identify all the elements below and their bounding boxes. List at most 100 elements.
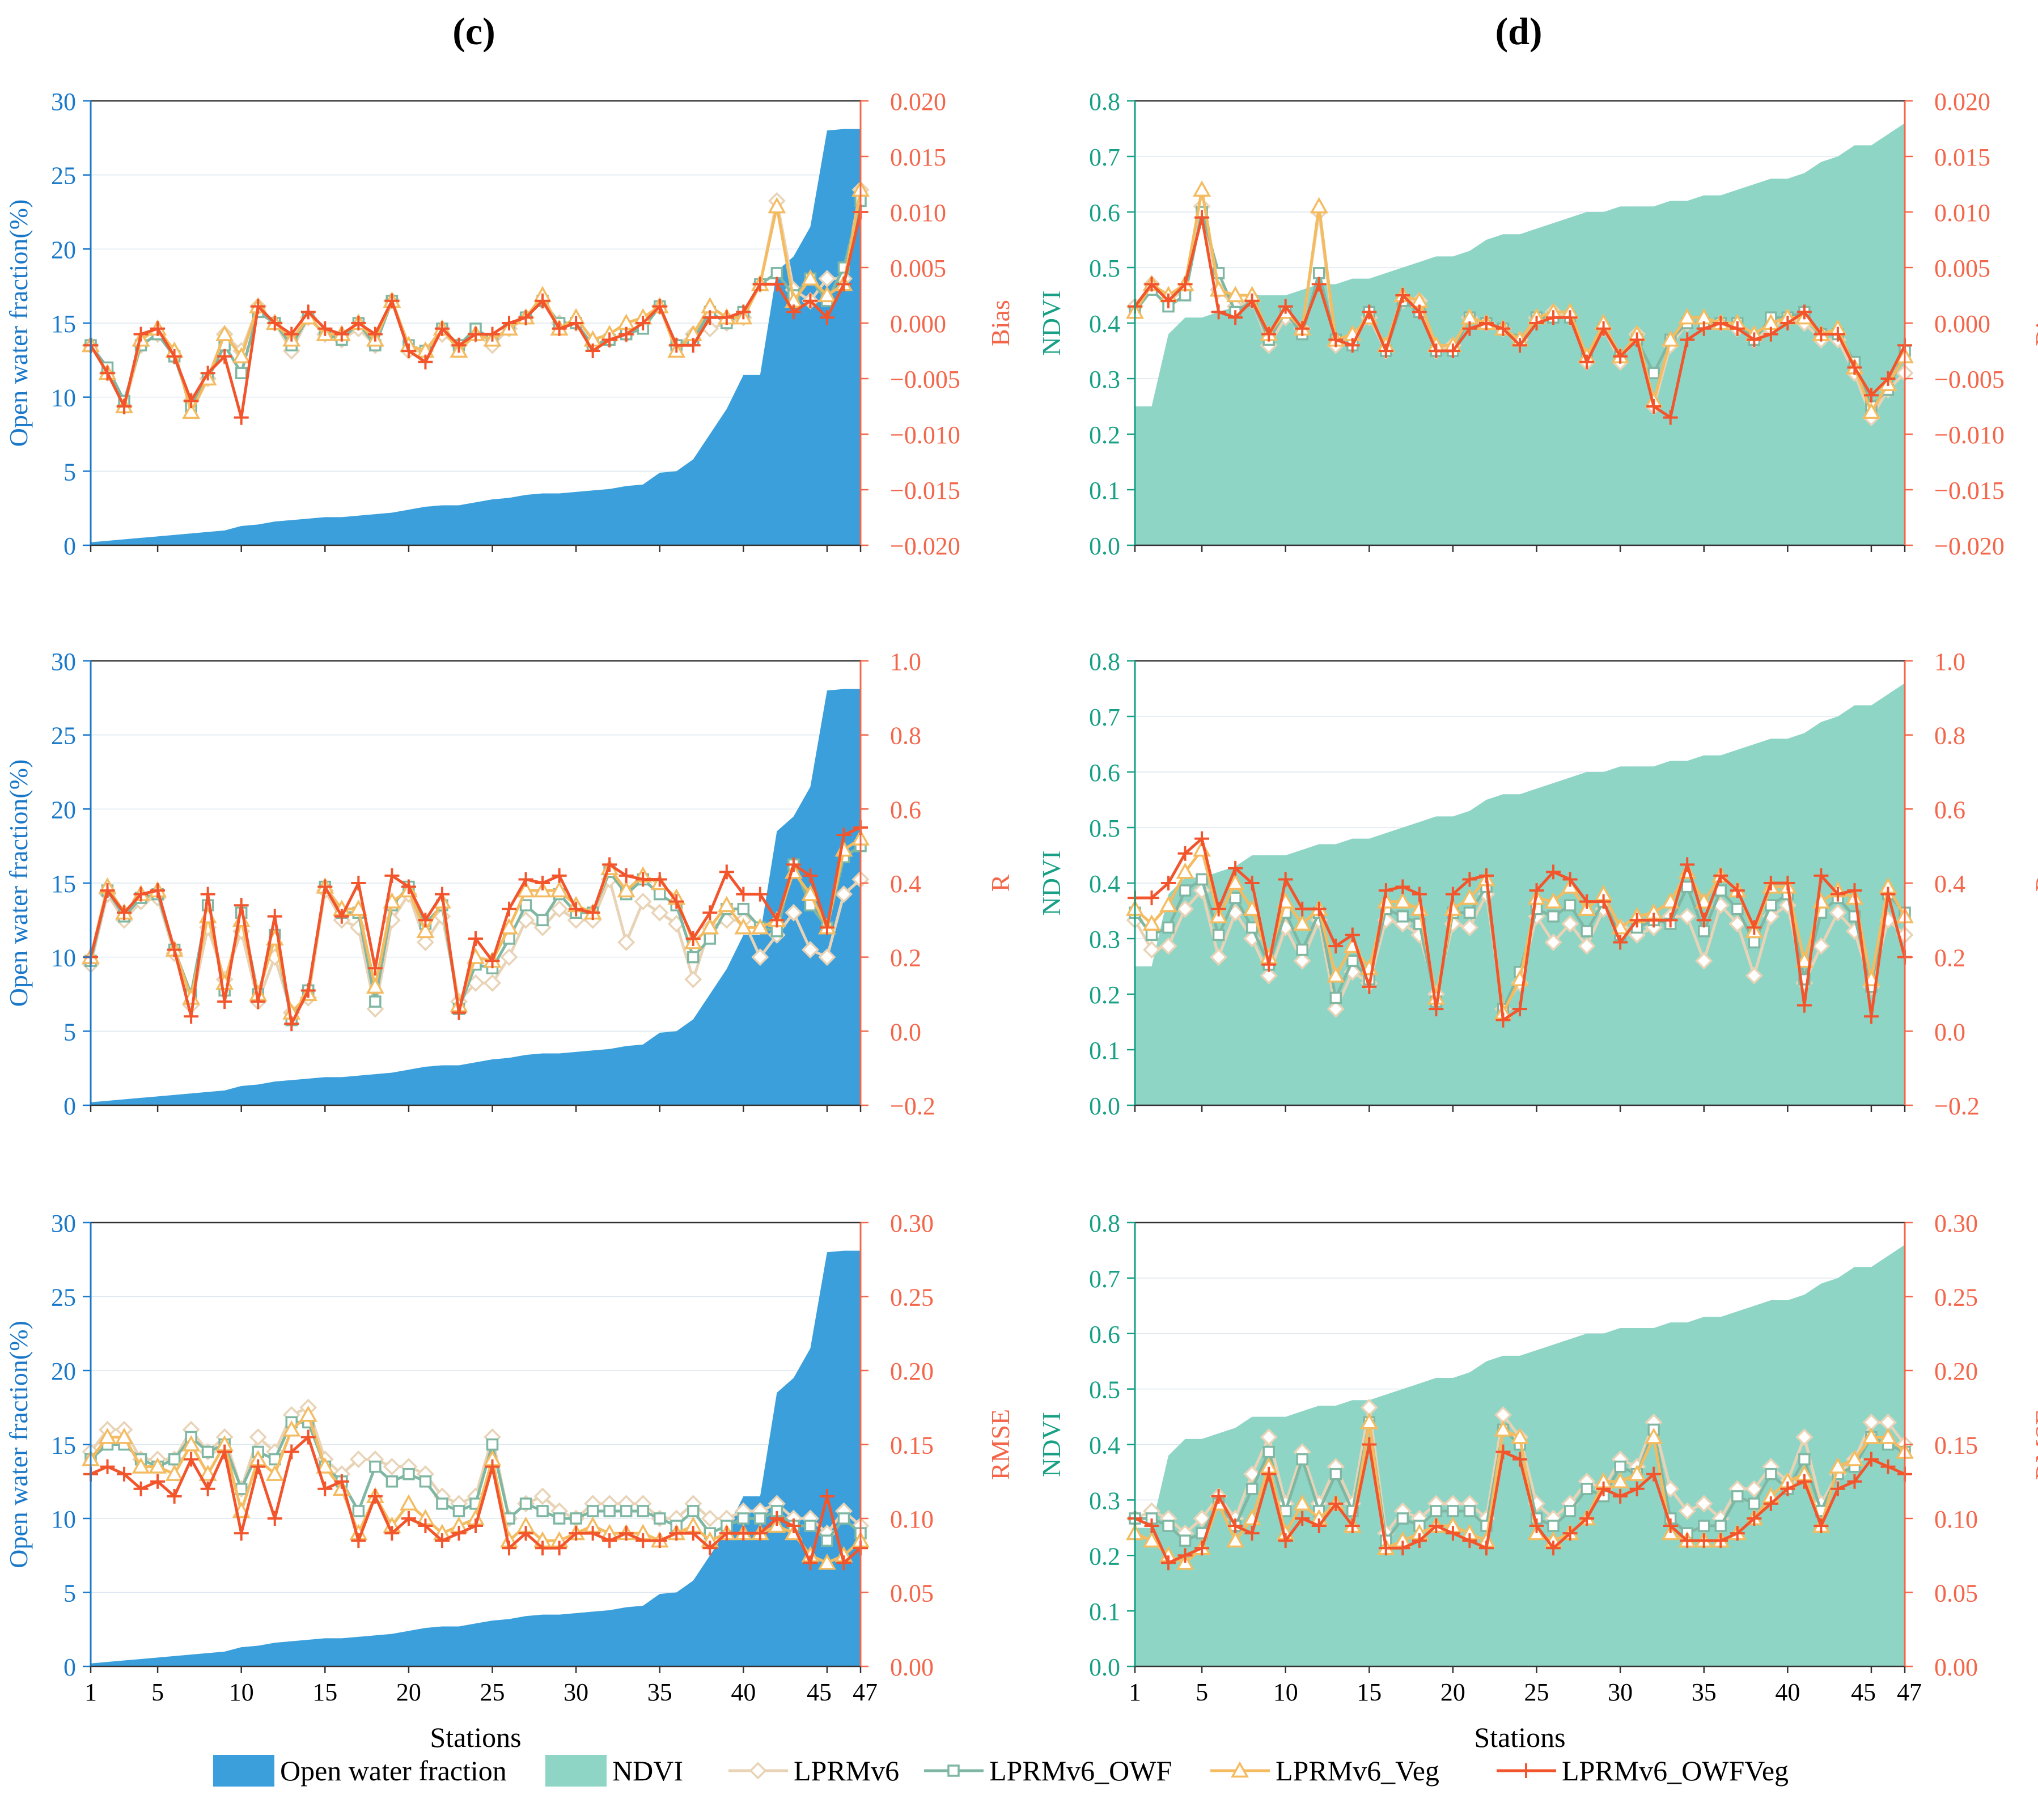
data-point	[1579, 1511, 1595, 1526]
data-point	[552, 321, 567, 336]
data-point	[451, 338, 467, 353]
data-point	[737, 902, 750, 915]
data-point	[349, 1450, 367, 1469]
x-tick-label: 35	[647, 1678, 672, 1706]
data-point	[1529, 316, 1544, 330]
data-point	[416, 922, 435, 939]
data-point	[786, 304, 801, 320]
data-point	[1260, 1428, 1278, 1446]
data-point	[1713, 1533, 1728, 1549]
data-point	[751, 918, 769, 935]
left-tick-label: 0.3	[1089, 366, 1120, 393]
data-point	[803, 868, 818, 883]
x-tick-label: 5	[151, 1678, 164, 1706]
data-point	[284, 326, 299, 342]
data-point	[217, 349, 232, 364]
data-point	[1211, 304, 1226, 320]
data-point	[1278, 299, 1293, 314]
left-tick-label: 15	[51, 1432, 76, 1460]
open-water-fraction-area	[91, 689, 861, 1105]
data-point	[1345, 1518, 1360, 1534]
data-point	[687, 1505, 700, 1517]
data-point	[1161, 1555, 1176, 1571]
data-point	[369, 995, 382, 1008]
data-point	[1579, 894, 1595, 909]
data-point	[719, 1526, 734, 1541]
data-point	[500, 918, 519, 935]
data-point	[1244, 876, 1260, 890]
data-point	[251, 299, 266, 314]
data-point	[201, 1445, 214, 1458]
data-point	[299, 1405, 317, 1422]
data-point	[401, 879, 416, 894]
data-point	[603, 1505, 616, 1517]
data-point	[1293, 1494, 1312, 1511]
x-tick-label: 25	[480, 1678, 505, 1706]
data-point	[535, 293, 550, 308]
legend-label-s1: LPRMv6	[794, 1755, 899, 1787]
left-tick-label: 0.5	[1089, 814, 1120, 842]
data-point	[1564, 899, 1577, 911]
data-point	[1795, 1428, 1814, 1446]
series-lprmv6-owfveg	[1128, 210, 1912, 425]
data-point	[1329, 991, 1342, 1004]
data-point	[652, 299, 667, 314]
data-point	[1579, 354, 1595, 370]
data-point	[215, 324, 234, 341]
data-point	[821, 1534, 833, 1547]
data-point	[1880, 886, 1896, 902]
data-point	[1179, 884, 1192, 897]
data-point	[769, 1511, 785, 1526]
left-tick-label: 0.4	[1089, 310, 1120, 338]
data-point	[402, 1467, 415, 1480]
data-point	[267, 316, 282, 330]
data-point	[769, 913, 785, 928]
right-tick-label: 0.010	[890, 199, 946, 227]
data-point	[1395, 288, 1410, 303]
data-point	[804, 1520, 817, 1532]
data-point	[1529, 1518, 1544, 1534]
data-point	[351, 316, 366, 330]
left-tick-label: 0.5	[1089, 254, 1120, 282]
data-point	[200, 886, 215, 902]
data-point	[717, 896, 736, 913]
data-point	[1161, 876, 1176, 890]
data-point	[1713, 868, 1728, 883]
data-point	[818, 948, 836, 966]
data-point	[1547, 1520, 1560, 1532]
data-point	[1211, 1488, 1226, 1504]
right-tick-label: 0.6	[1934, 796, 1965, 824]
data-point	[1678, 308, 1697, 325]
data-point	[1346, 954, 1359, 967]
right-tick-label: 0.015	[890, 143, 946, 171]
data-point	[1797, 304, 1812, 320]
data-point	[1362, 979, 1377, 994]
data-point	[284, 1016, 299, 1032]
data-point	[1243, 900, 1261, 916]
data-point	[500, 948, 518, 966]
data-point	[1814, 326, 1829, 342]
data-point	[1596, 321, 1611, 336]
left-tick-label: 30	[51, 648, 76, 676]
data-point	[385, 1475, 399, 1488]
data-point	[468, 1518, 483, 1534]
data-point	[1228, 1518, 1243, 1534]
data-point	[1629, 1481, 1645, 1496]
data-point	[1564, 1505, 1577, 1517]
data-point	[1495, 1444, 1511, 1460]
right-tick-label: 0.0	[1934, 1018, 1965, 1046]
data-point	[1847, 1474, 1862, 1489]
left-tick-label: 0.4	[1089, 1432, 1120, 1460]
data-point	[1176, 862, 1194, 879]
legend-marker-s4	[1519, 1763, 1533, 1778]
data-point	[1562, 1526, 1578, 1541]
data-point	[1194, 831, 1210, 846]
data-point	[719, 864, 734, 880]
data-point	[1244, 293, 1260, 308]
data-point	[200, 366, 215, 381]
data-point	[701, 918, 719, 935]
data-point	[1511, 1427, 1529, 1444]
data-point	[133, 326, 149, 342]
data-point	[436, 1497, 448, 1510]
series-lprmv6-owfveg	[83, 1429, 868, 1571]
